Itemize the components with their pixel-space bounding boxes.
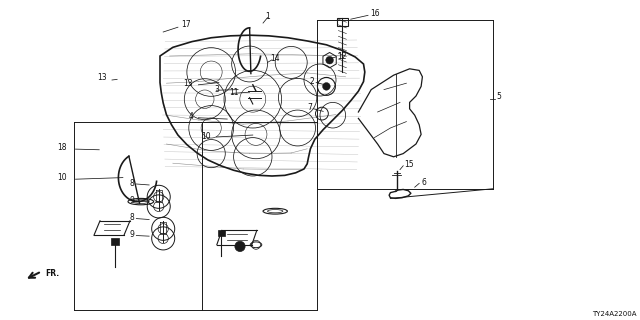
Text: 8: 8: [130, 213, 134, 222]
Bar: [218, 230, 225, 236]
Text: 9: 9: [129, 196, 134, 204]
Text: 17: 17: [181, 20, 191, 28]
Text: 9: 9: [129, 230, 134, 239]
Text: 13: 13: [184, 79, 193, 88]
Bar: [111, 238, 119, 245]
Text: 3: 3: [214, 85, 220, 94]
Circle shape: [235, 241, 245, 252]
Text: 16: 16: [370, 9, 380, 18]
Text: 7: 7: [307, 103, 312, 112]
Circle shape: [326, 56, 333, 64]
Text: 14: 14: [270, 54, 280, 63]
Text: TY24A2200A: TY24A2200A: [592, 311, 637, 317]
Text: 1: 1: [266, 12, 270, 20]
Text: 18: 18: [58, 143, 67, 152]
Text: 11: 11: [229, 88, 239, 97]
Text: 4: 4: [188, 112, 193, 121]
Text: 10: 10: [202, 132, 211, 140]
Text: 2: 2: [310, 77, 314, 86]
Bar: [337, 18, 348, 26]
Circle shape: [323, 83, 330, 90]
Text: 6: 6: [421, 178, 426, 187]
Text: 15: 15: [404, 160, 414, 169]
Text: 8: 8: [130, 179, 134, 188]
Text: 10: 10: [58, 173, 67, 182]
Text: 12: 12: [337, 52, 347, 60]
Text: 13: 13: [97, 73, 107, 82]
Text: FR.: FR.: [45, 269, 59, 278]
Text: 5: 5: [496, 92, 501, 101]
